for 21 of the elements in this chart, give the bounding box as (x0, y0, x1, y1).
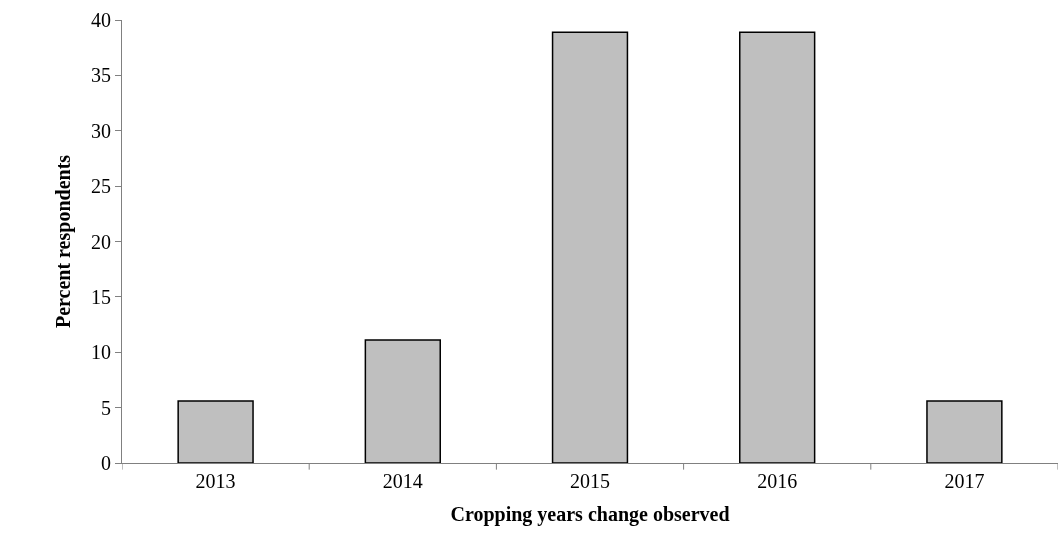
y-tick-label: 25 (91, 175, 111, 198)
bar (739, 31, 816, 463)
y-axis-title: Percent respondents (51, 154, 75, 329)
y-tick-label: 15 (91, 285, 111, 308)
bar (926, 400, 1003, 463)
x-tick-label: 2015 (570, 470, 610, 492)
y-tick-label: 30 (91, 119, 111, 142)
x-tick-label: 2013 (195, 470, 236, 492)
y-tick-label: 20 (91, 230, 111, 253)
bar (364, 339, 441, 463)
y-tick-label: 10 (91, 341, 111, 364)
y-tick-label: 35 (91, 64, 111, 87)
x-tick-label: 2017 (944, 470, 985, 492)
y-tick-label: 40 (91, 9, 111, 31)
bar (551, 31, 629, 463)
y-tick-label: 0 (101, 452, 111, 474)
x-tick-label: 2016 (757, 470, 798, 492)
x-tick-label: 2014 (382, 470, 423, 492)
bar (177, 400, 254, 463)
x-axis-title: Cropping years change observed (450, 502, 730, 526)
y-tick-label: 5 (101, 396, 111, 419)
